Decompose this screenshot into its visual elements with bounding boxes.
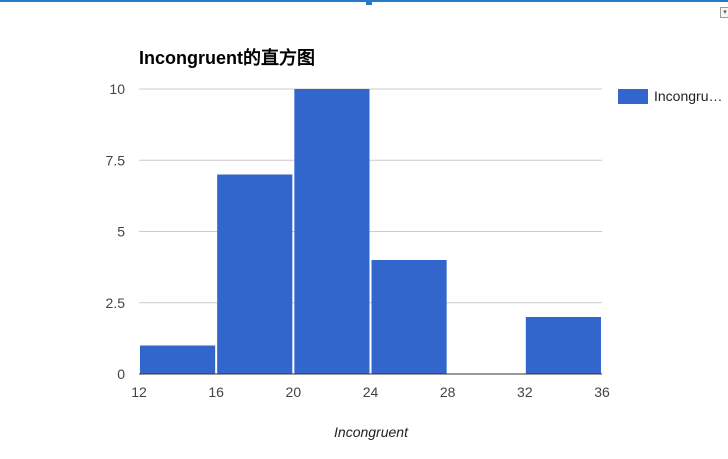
legend[interactable]: Incongru… <box>618 88 722 104</box>
top-border-line <box>0 0 728 2</box>
gridlines <box>139 88 602 304</box>
x-tick-label: 32 <box>517 384 533 400</box>
y-tick-label: 0 <box>117 366 125 382</box>
histogram-bar[interactable] <box>371 260 447 374</box>
y-tick-label: 10 <box>109 81 125 97</box>
legend-swatch <box>618 88 648 104</box>
y-tick-label: 2.5 <box>106 295 126 311</box>
histogram-bar[interactable] <box>294 89 370 374</box>
x-tick-label: 24 <box>363 384 379 400</box>
legend-label: Incongru… <box>654 88 723 104</box>
chart-title: Incongruent的直方图 <box>139 48 315 68</box>
x-tick-label: 28 <box>440 384 456 400</box>
bars <box>140 89 601 374</box>
chart-menu-icon[interactable]: ▾ <box>720 7 728 18</box>
x-tick-label: 16 <box>208 384 224 400</box>
y-tick-label: 5 <box>117 224 125 240</box>
histogram-bar[interactable] <box>217 174 293 375</box>
x-axis-title: Incongruent <box>334 424 409 440</box>
histogram-bar[interactable] <box>525 317 601 374</box>
resize-handle[interactable] <box>366 0 372 5</box>
histogram-bar[interactable] <box>140 345 216 375</box>
x-tick-label: 20 <box>286 384 302 400</box>
axes: 0 2.5 5 7.5 10 12 16 20 24 28 32 36 <box>106 81 610 400</box>
y-tick-label: 7.5 <box>106 152 126 168</box>
x-tick-label: 12 <box>131 384 147 400</box>
x-tick-label: 36 <box>594 384 610 400</box>
